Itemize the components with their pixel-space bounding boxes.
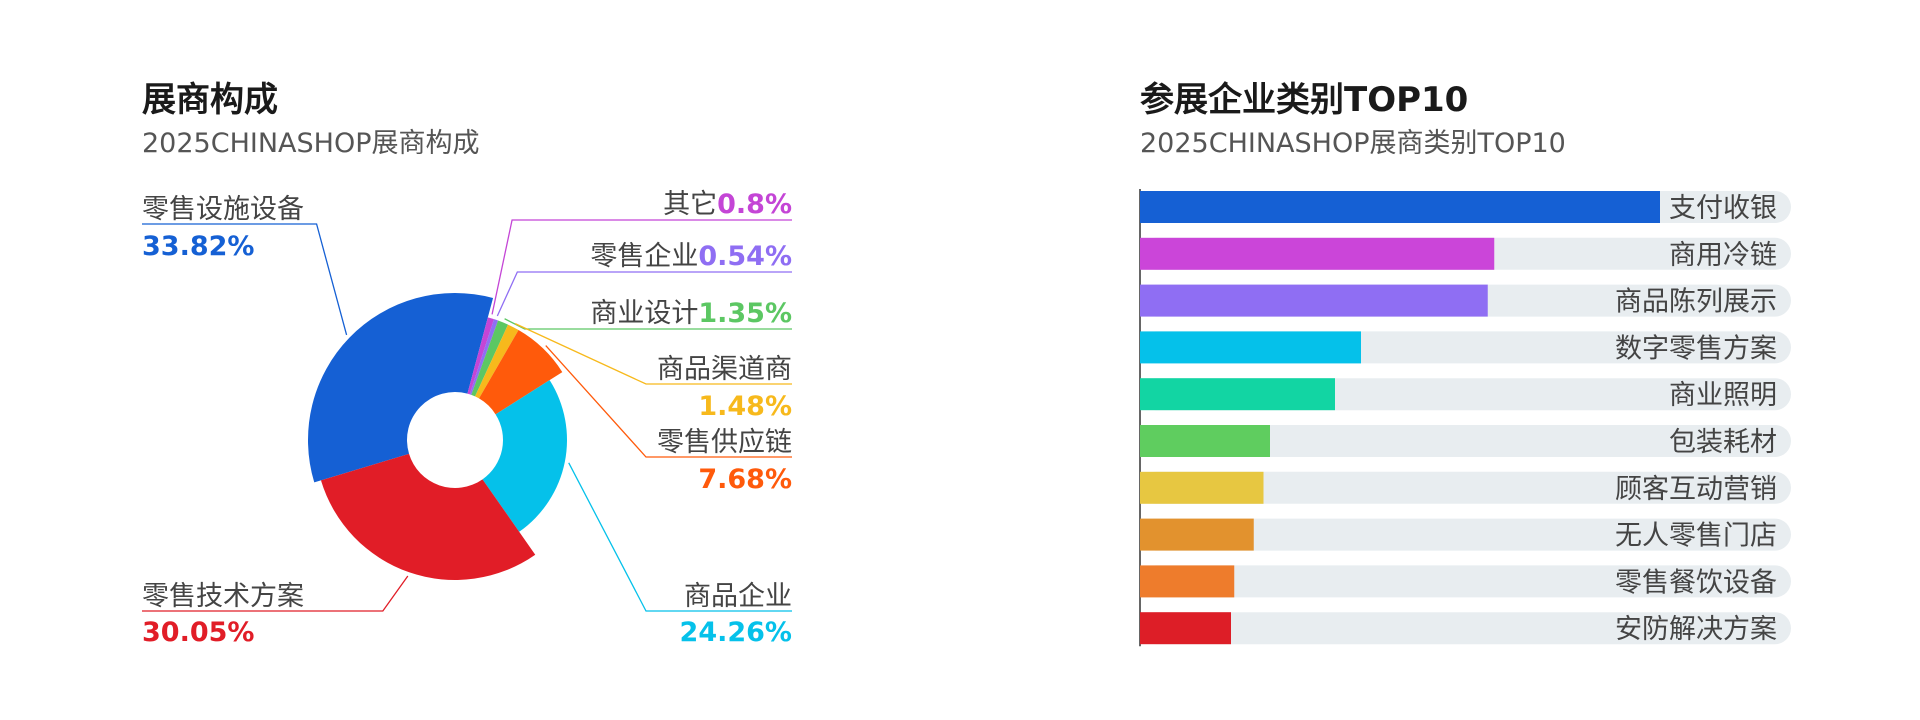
bar [1140, 284, 1488, 317]
slice-name: 零售供应链 [657, 427, 792, 458]
bar [1140, 471, 1264, 504]
donut-slice [475, 324, 519, 399]
donut-slice [320, 453, 536, 580]
slice-label: 零售企业0.54% [590, 241, 792, 272]
slice-name: 商业设计 [590, 298, 698, 329]
bar-category-label: 安防解决方案 [1615, 614, 1777, 645]
slice-name: 零售企业 [590, 241, 698, 272]
donut-slice [471, 320, 509, 397]
donut-slice [479, 330, 563, 415]
bar [1140, 425, 1270, 457]
bar-track [1140, 471, 1791, 504]
slice-percent: 0.54% [698, 241, 792, 272]
bar-track [1140, 425, 1791, 457]
donut-chart-subtitle: 2025CHINASHOP展商构成 [142, 128, 480, 159]
bar-track [1140, 518, 1791, 551]
bar-category-label: 数字零售方案 [1615, 333, 1777, 364]
donut-slice [467, 317, 494, 395]
donut-slice [482, 380, 567, 532]
bar-category-label: 商业照明 [1669, 380, 1777, 411]
slice-percent: 1.35% [698, 298, 792, 329]
leader-line [491, 219, 792, 315]
bar-category-label: 商用冷链 [1669, 240, 1777, 271]
slice-name: 其它 [663, 189, 717, 220]
bar [1140, 237, 1495, 270]
leader-line [504, 318, 792, 330]
slice-percent: 33.82% [142, 231, 254, 262]
slice-percent: 0.8% [717, 189, 792, 220]
bar-category-label: 无人零售门店 [1615, 521, 1777, 552]
bar-category-label: 支付收银 [1669, 193, 1777, 224]
donut-chart-title: 展商构成 [142, 80, 278, 120]
bar [1140, 612, 1231, 645]
leader-line [496, 271, 792, 317]
slice-name: 零售技术方案 [142, 581, 304, 612]
slice-percent: 30.05% [142, 617, 254, 648]
slice-percent: 24.26% [680, 617, 792, 648]
bar-chart-subtitle: 2025CHINASHOP展商类别TOP10 [1140, 128, 1566, 159]
leader-line [568, 462, 792, 612]
donut-slice [307, 293, 494, 483]
bar-track [1140, 612, 1791, 645]
donut-chart [307, 293, 567, 580]
leader-line [142, 223, 348, 336]
slice-name: 商品渠道商 [657, 354, 792, 385]
bar [1140, 378, 1335, 411]
bar-category-label: 顾客互动营销 [1615, 474, 1777, 505]
slice-label: 商业设计1.35% [590, 298, 792, 329]
bar [1140, 565, 1235, 598]
bar-track [1140, 565, 1791, 598]
bar-category-label: 包装耗材 [1669, 427, 1777, 458]
leader-line [142, 575, 409, 612]
slice-percent: 7.68% [698, 464, 792, 495]
slice-name: 商品企业 [684, 581, 792, 612]
bar-chart-title: 参展企业类别TOP10 [1140, 80, 1469, 120]
bar [1140, 331, 1361, 364]
donut-slice [469, 319, 499, 395]
bar [1140, 518, 1254, 551]
bar [1140, 191, 1660, 223]
slice-percent: 1.48% [698, 391, 792, 422]
bar-category-label: 商品陈列展示 [1615, 287, 1777, 318]
slice-name: 零售设施设备 [142, 194, 304, 225]
bar-category-label: 零售餐饮设备 [1615, 567, 1777, 598]
slice-label: 其它0.8% [663, 189, 792, 220]
leader-line [514, 323, 792, 385]
leader-line [545, 345, 792, 458]
